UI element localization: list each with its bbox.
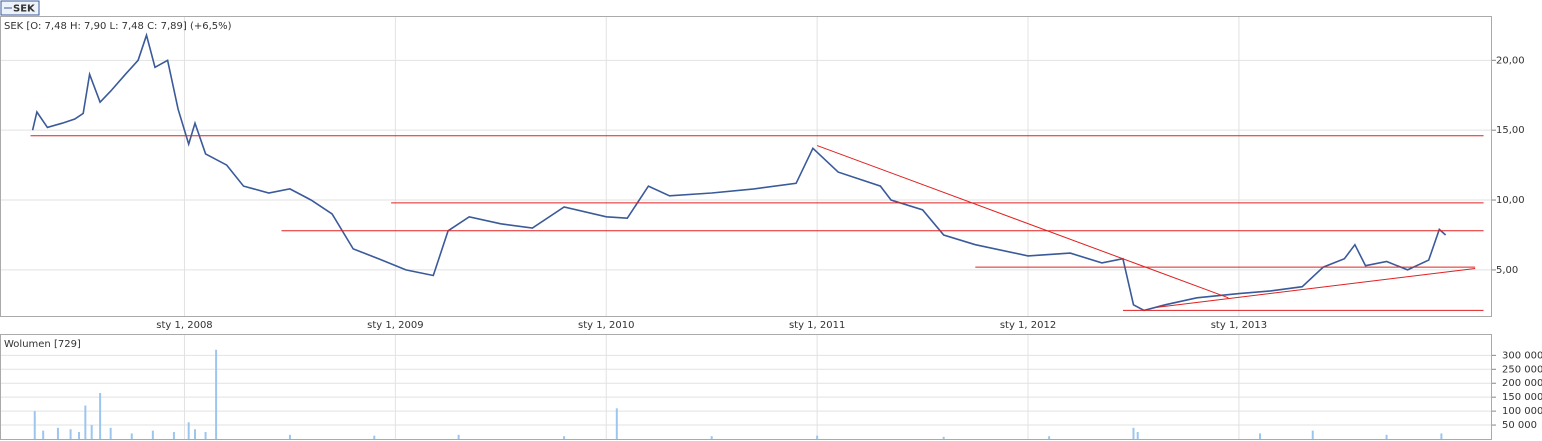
volume-bar — [710, 436, 713, 439]
volume-bar — [194, 429, 197, 439]
volume-bar — [151, 430, 154, 439]
volume-bar — [457, 434, 460, 439]
trend-line — [816, 145, 1229, 299]
volume-bar — [33, 411, 36, 439]
volume-bar — [1048, 436, 1051, 439]
y-tick-label: 250 000 — [1502, 364, 1542, 375]
volume-bar — [615, 408, 618, 439]
y-tick-label: 50 000 — [1502, 420, 1537, 431]
y-tick-label: 150 000 — [1502, 392, 1542, 403]
x-tick-label: sty 1, 2008 — [156, 320, 212, 331]
x-tick-label: sty 1, 2012 — [1000, 320, 1056, 331]
volume-bar — [84, 405, 87, 439]
y-tick-label: 15,00 — [1496, 125, 1525, 136]
x-tick-label: sty 1, 2009 — [367, 320, 423, 331]
x-tick-label: sty 1, 2010 — [578, 320, 634, 331]
x-tick-label: sty 1, 2011 — [789, 320, 845, 331]
volume-bar — [1259, 433, 1262, 439]
price-panel — [0, 16, 1492, 317]
volume-title: Wolumen [729] — [4, 339, 81, 350]
volume-bar — [1311, 430, 1314, 439]
volume-bar — [109, 427, 112, 439]
y-tick-label: 100 000 — [1502, 406, 1542, 417]
legend-label[interactable]: SEK — [13, 4, 36, 15]
volume-bar — [172, 432, 175, 439]
volume-bar — [1440, 433, 1443, 439]
volume-bar — [942, 436, 945, 439]
volume-bar — [187, 422, 190, 439]
volume-bar — [99, 392, 102, 439]
volume-bar — [215, 349, 218, 439]
volume-bar — [1136, 432, 1139, 439]
legend-button[interactable] — [0, 0, 40, 16]
y-tick-label: 300 000 — [1502, 350, 1542, 361]
volume-bar — [1132, 427, 1135, 439]
volume-bar — [373, 435, 376, 439]
volume-bar — [204, 432, 207, 439]
volume-bar — [78, 432, 81, 439]
x-tick-label: sty 1, 2013 — [1211, 320, 1267, 331]
volume-bar — [42, 430, 45, 439]
y-tick-label: 10,00 — [1496, 195, 1525, 206]
price-title: SEK [O: 7,48 H: 7,90 L: 7,48 C: 7,89] (+… — [4, 21, 232, 32]
volume-bar — [69, 429, 72, 439]
volume-bar — [56, 427, 59, 439]
volume-panel — [0, 334, 1492, 440]
volume-bar — [130, 433, 133, 439]
volume-bar — [1385, 434, 1388, 439]
volume-bar — [288, 434, 291, 439]
trend-line — [1154, 267, 1476, 309]
volume-bar — [90, 425, 93, 439]
y-tick-label: 20,00 — [1496, 55, 1525, 66]
y-tick-label: 200 000 — [1502, 378, 1542, 389]
volume-bar — [563, 436, 566, 439]
y-tick-label: 5,00 — [1496, 265, 1518, 276]
price-line — [31, 32, 1447, 312]
volume-bar — [816, 435, 819, 439]
